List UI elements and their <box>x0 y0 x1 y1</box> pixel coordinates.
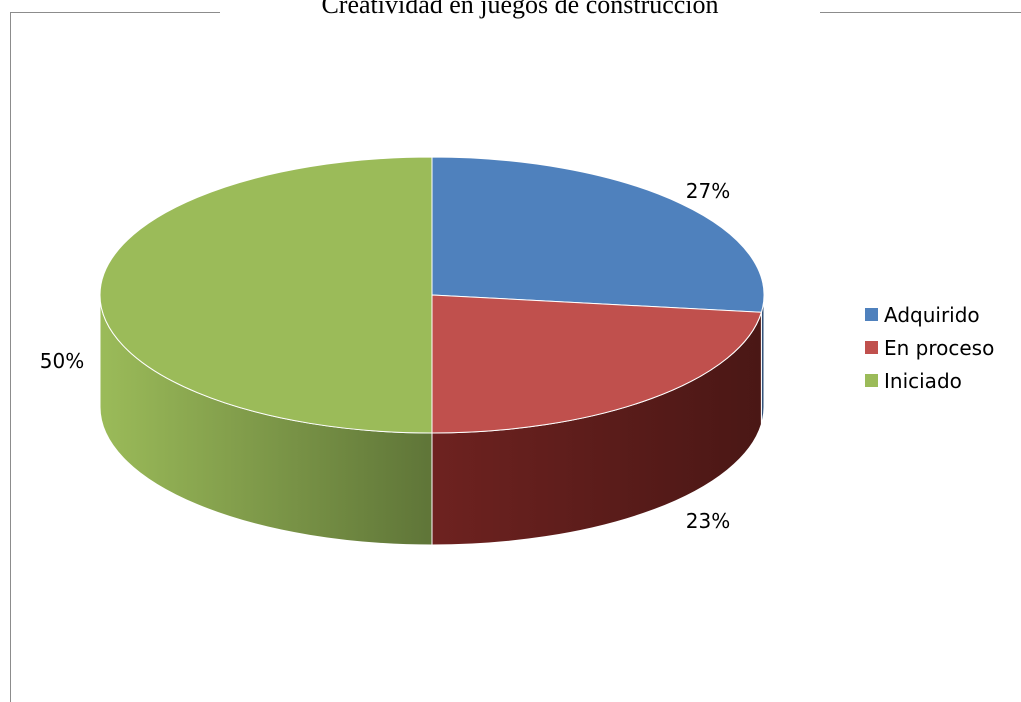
data-label-en-proceso: 23% <box>686 509 730 533</box>
pie-slice-en-proceso <box>431 294 763 434</box>
legend-item-en-proceso: En proceso <box>865 331 994 364</box>
data-label-iniciado: 50% <box>40 349 84 373</box>
legend-swatch <box>865 308 878 321</box>
legend-label: Iniciado <box>884 368 962 393</box>
chart-title: Creatividad en juegos de construcción <box>220 0 820 20</box>
pie-slice-iniciado <box>99 156 433 434</box>
legend-swatch <box>865 341 878 354</box>
legend-label: Adquirido <box>884 302 980 327</box>
legend-item-iniciado: Iniciado <box>865 364 994 397</box>
legend-item-adquirido: Adquirido <box>865 298 994 331</box>
pie-slice-adquirido <box>431 156 765 313</box>
legend: Adquirido En proceso Iniciado <box>865 298 994 397</box>
legend-swatch <box>865 374 878 387</box>
legend-label: En proceso <box>884 335 995 360</box>
data-label-adquirido: 27% <box>686 179 730 203</box>
